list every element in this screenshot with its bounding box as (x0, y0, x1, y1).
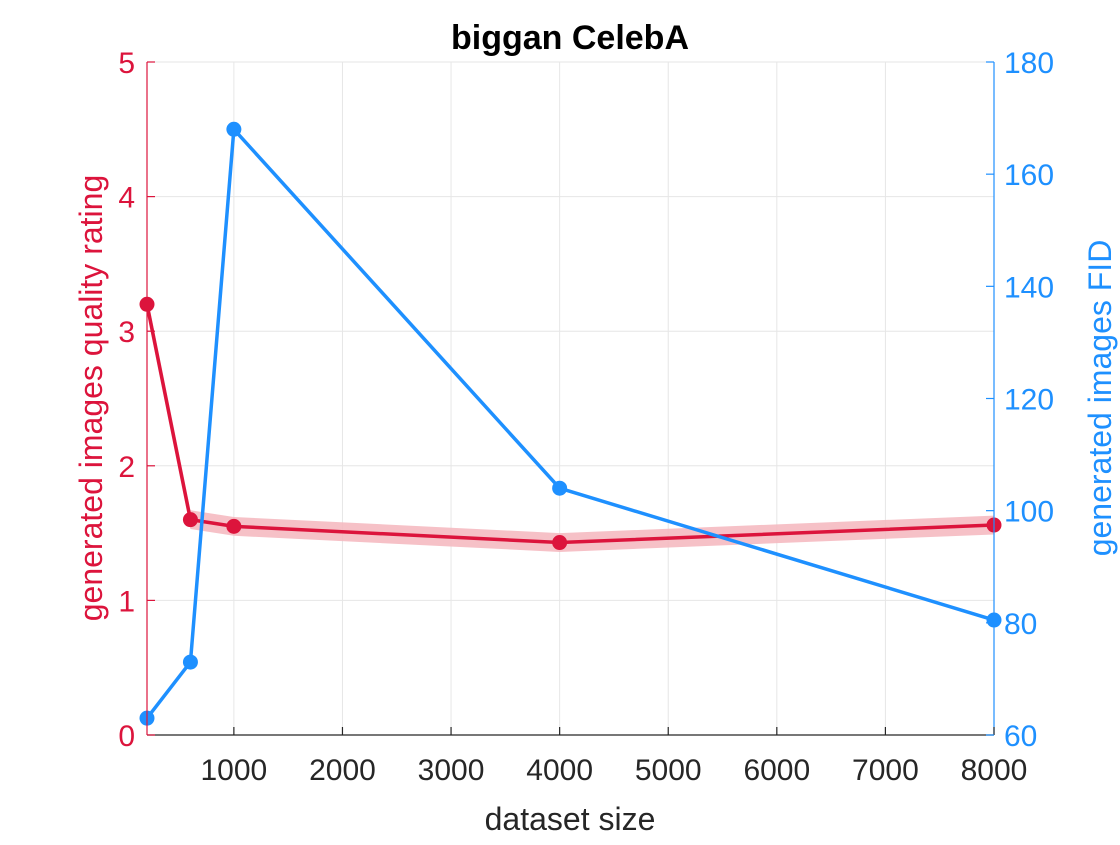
y-right-tick-label: 140 (1004, 271, 1054, 304)
y-right-tick-label: 80 (1004, 608, 1037, 641)
x-tick-label: 1000 (200, 754, 267, 787)
series-layer (139, 121, 1002, 726)
chart-title: biggan CelebA (451, 19, 689, 57)
y-right-tick-label: 100 (1004, 496, 1054, 529)
y-left-tick-label: 0 (118, 720, 135, 753)
quality-rating-point (552, 535, 568, 551)
x-tick-label: 8000 (961, 754, 1028, 787)
y-axis-left-label: generated images quality rating (73, 175, 109, 622)
y-left-tick-label: 3 (118, 316, 135, 349)
x-tick-label: 7000 (852, 754, 919, 787)
y-right-tick-label: 120 (1004, 384, 1054, 417)
y-left-tick-label: 2 (118, 451, 135, 484)
x-tick-label: 3000 (418, 754, 485, 787)
y-right-tick-label: 160 (1004, 159, 1054, 192)
grid-lines (147, 61, 995, 736)
y-axis-right-label: generated images FID (1082, 240, 1118, 557)
fid-point (552, 480, 568, 496)
y-left-tick-label: 4 (118, 182, 135, 215)
quality-rating-point (226, 518, 242, 534)
x-axis-label: dataset size (485, 801, 656, 837)
x-tick-label: 2000 (309, 754, 376, 787)
tick-labels-layer: 1000 2000 3000 4000 5000 6000 7000 8000 0 1 2 3 4 5 60… (118, 47, 1054, 787)
y-left-tick-label: 5 (118, 47, 135, 80)
y-left-tick-label: 1 (118, 585, 135, 618)
y-right-tick-label: 60 (1004, 720, 1037, 753)
quality-rating-point (182, 512, 198, 528)
plot-background (147, 62, 994, 735)
fid-point (226, 121, 242, 137)
x-tick-label: 5000 (635, 754, 702, 787)
x-tick-label: 4000 (526, 754, 593, 787)
x-tick-label: 6000 (743, 754, 810, 787)
axes-layer (146, 61, 995, 736)
fid-point (182, 654, 198, 670)
y-right-tick-label: 180 (1004, 47, 1054, 80)
